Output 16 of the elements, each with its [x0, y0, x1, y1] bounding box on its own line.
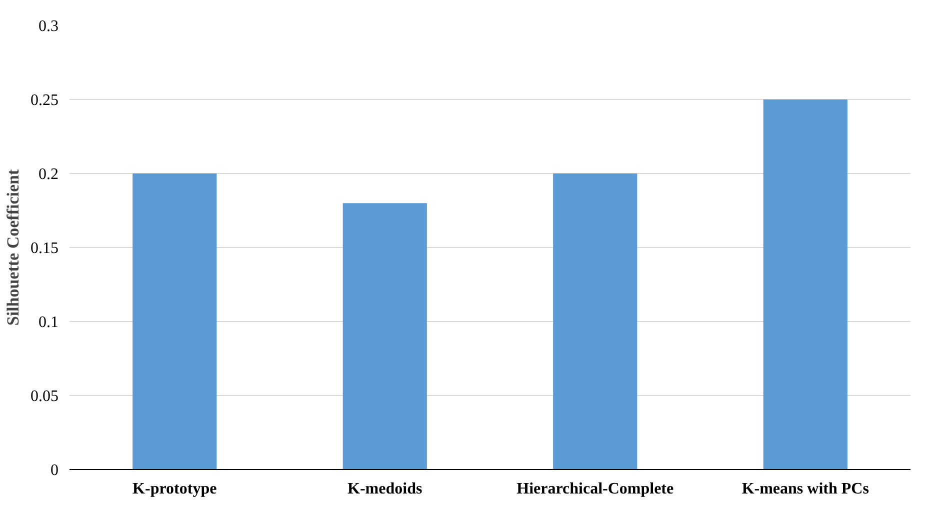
x-tick-label: Hierarchical-Complete	[516, 480, 674, 498]
y-tick-label: 0.25	[30, 92, 58, 109]
x-tick-label: K-prototype	[132, 480, 217, 498]
x-tick-label: K-means with PCs	[742, 480, 869, 498]
y-axis-title: Silhouette Coefficient	[4, 169, 22, 326]
y-tick-label: 0.1	[38, 314, 58, 331]
y-tick-label: 0.05	[30, 388, 58, 405]
bar	[342, 203, 427, 470]
y-tick-label: 0	[50, 462, 58, 479]
y-tick-label: 0.15	[30, 240, 58, 257]
y-tick-label: 0.2	[38, 166, 58, 183]
bar	[763, 100, 848, 470]
bar	[132, 174, 217, 470]
bar	[553, 174, 638, 470]
x-tick-label: K-medoids	[348, 480, 422, 498]
y-tick-label: 0.3	[38, 18, 58, 35]
